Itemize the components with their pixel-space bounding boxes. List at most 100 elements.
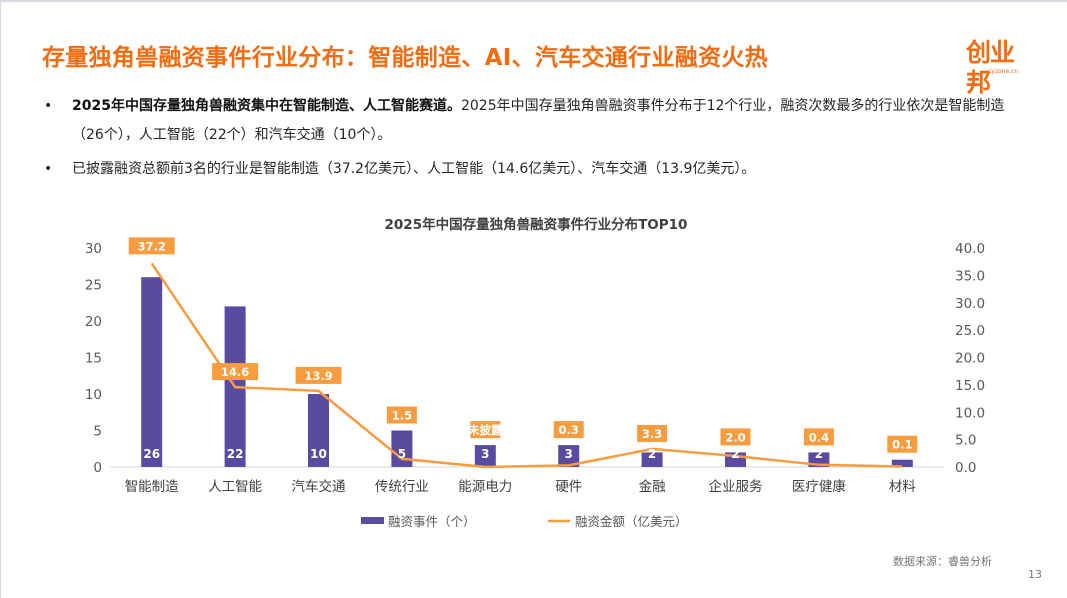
bar [891,459,913,467]
right-tick-label: 0.0 [955,460,976,476]
top-border [0,0,1067,2]
right-tick-label: 35.0 [955,268,985,284]
amount-label-bg [720,428,751,446]
legend-label-line: 融资金额（亿美元） [575,514,688,529]
page-title: 存量独角兽融资事件行业分布：智能制造、AI、汽车交通行业融资火热 [42,45,768,71]
category-label: 金融 [639,479,667,495]
amount-label-box: 未披露 [467,421,503,439]
amount-label-box: 13.9 [295,366,342,384]
summary-bullets: • 2025年中国存量独角兽融资集中在智能制造、人工智能赛道。2025年中国存量… [42,92,1032,184]
amount-label-box: 0.3 [553,421,584,439]
chart-title: 2025年中国存量独角兽融资事件行业分布TOP10 [385,216,688,233]
amount-value-label: 3.3 [642,427,662,441]
bullet-item: • 2025年中国存量独角兽融资集中在智能制造、人工智能赛道。2025年中国存量… [42,92,1032,150]
bar-value-label: 2 [731,447,739,461]
left-axis: 0 5 10 15 20 25 30 [85,241,102,476]
bar [391,430,413,467]
bar [474,445,496,467]
amount-label-box: 0.1 [887,435,918,453]
bullet-text: 已披露融资总额前3名的行业是智能制造（37.2亿美元）、人工智能（14.6亿美元… [72,161,756,177]
category-label: 传统行业 [375,479,429,495]
bullet-bold: 2025年中国存量独角兽融资集中在智能制造、人工智能赛道。 [72,98,461,114]
right-tick-label: 20.0 [955,351,985,367]
bar-value-label: 2 [648,447,656,461]
category-labels: 智能制造 人工智能 汽车交通 传统行业 能源电力 硬件 金融 企业服务 医疗健康 材料 [125,478,917,495]
bullet-dot: • [44,161,53,177]
amount-label-bg [470,421,501,439]
amount-value-label: 13.9 [304,369,332,383]
line-series [150,262,903,469]
bar [558,445,580,467]
right-axis: 0.0 5.0 10.0 15.0 20.0 25.0 30.0 35.0 40.0 [955,241,985,476]
category-label: 汽车交通 [292,478,346,495]
bar-value-label: 5 [398,447,406,461]
right-tick-label: 5.0 [955,433,976,449]
category-label: 企业服务 [709,478,763,495]
left-tick-label: 0 [93,460,102,476]
bullet-text: 2025年中国存量独角兽融资事件分布于12个行业，融资次数最多的行业依次是智能制… [72,98,1005,143]
bullet-dot: • [44,98,53,114]
category-label: 智能制造 [125,479,179,495]
brand-logo: 创业邦 cyzone.cn [966,38,1036,97]
amount-label-bg [887,435,918,453]
amount-label-bg [553,421,584,439]
amount-line [150,262,903,469]
bar-value-label: 22 [227,447,244,461]
amount-label-bg [386,406,417,424]
left-border [0,0,1,598]
amount-label-box: 3.3 [637,424,668,442]
logo-subtext: cyzone.cn [988,68,1019,75]
data-source: 数据来源：睿兽分析 [893,555,992,568]
left-tick-label: 10 [85,387,102,403]
bar-value-label: 3 [565,447,573,461]
amount-value-label: 2.0 [725,430,745,444]
amount-label-box: 2.0 [720,428,751,446]
amount-labels: 37.2 14.6 13.9 1.5 未披露 0.3 3.3 2.0 0.4 0.1 [128,237,918,453]
amount-label-bg [637,424,668,442]
amount-label-box: 0.4 [803,428,834,446]
right-tick-label: 15.0 [955,378,985,394]
logo-text: 创业邦 [966,38,1015,97]
right-tick-label: 30.0 [955,296,985,312]
bar-value-label: 2 [815,447,823,461]
page-number: 13 [1028,568,1042,581]
bar [141,277,163,467]
right-tick-label: 10.0 [955,405,985,421]
amount-label-bg [803,428,834,446]
left-tick-label: 30 [85,241,102,257]
bar [641,452,663,467]
category-label: 人工智能 [208,479,262,495]
amount-value-label: 0.3 [559,423,579,437]
category-label: 材料 [889,479,916,495]
amount-label-box: 37.2 [128,237,175,255]
right-tick-label: 40.0 [955,241,985,257]
left-tick-label: 5 [93,424,102,440]
amount-value-label: 37.2 [138,239,166,253]
bar-value-label: 26 [143,447,160,461]
bar-labels: 26 22 10 5 3 3 2 2 2 [143,447,823,461]
amount-label-bg [128,237,175,255]
amount-label-bg [295,366,342,384]
amount-value-label: 0.1 [892,438,912,452]
left-tick-label: 20 [85,314,102,330]
bullet-item: • 已披露融资总额前3名的行业是智能制造（37.2亿美元）、人工智能（14.6亿… [42,155,1032,184]
amount-value-label: 1.5 [392,409,412,423]
bar-value-label: 3 [481,447,489,461]
amount-value-label: 未披露 [467,423,503,437]
category-label: 硬件 [555,479,582,495]
bar [308,394,329,467]
amount-value-label: 0.4 [809,430,829,444]
amount-label-bg [212,363,259,381]
bar-value-label: 10 [310,447,327,461]
legend-label-bar: 融资事件（个） [388,514,476,529]
right-tick-label: 25.0 [955,323,985,339]
legend: 融资事件（个） 融资金额（亿美元） [361,514,688,529]
amount-value-label: 14.6 [221,365,249,379]
amount-label-box: 14.6 [212,363,259,381]
category-label: 医疗健康 [792,478,846,495]
left-tick-label: 15 [85,351,102,367]
legend-swatch-bar [361,517,384,524]
left-tick-label: 25 [85,278,102,294]
amount-label-box: 1.5 [386,406,417,424]
